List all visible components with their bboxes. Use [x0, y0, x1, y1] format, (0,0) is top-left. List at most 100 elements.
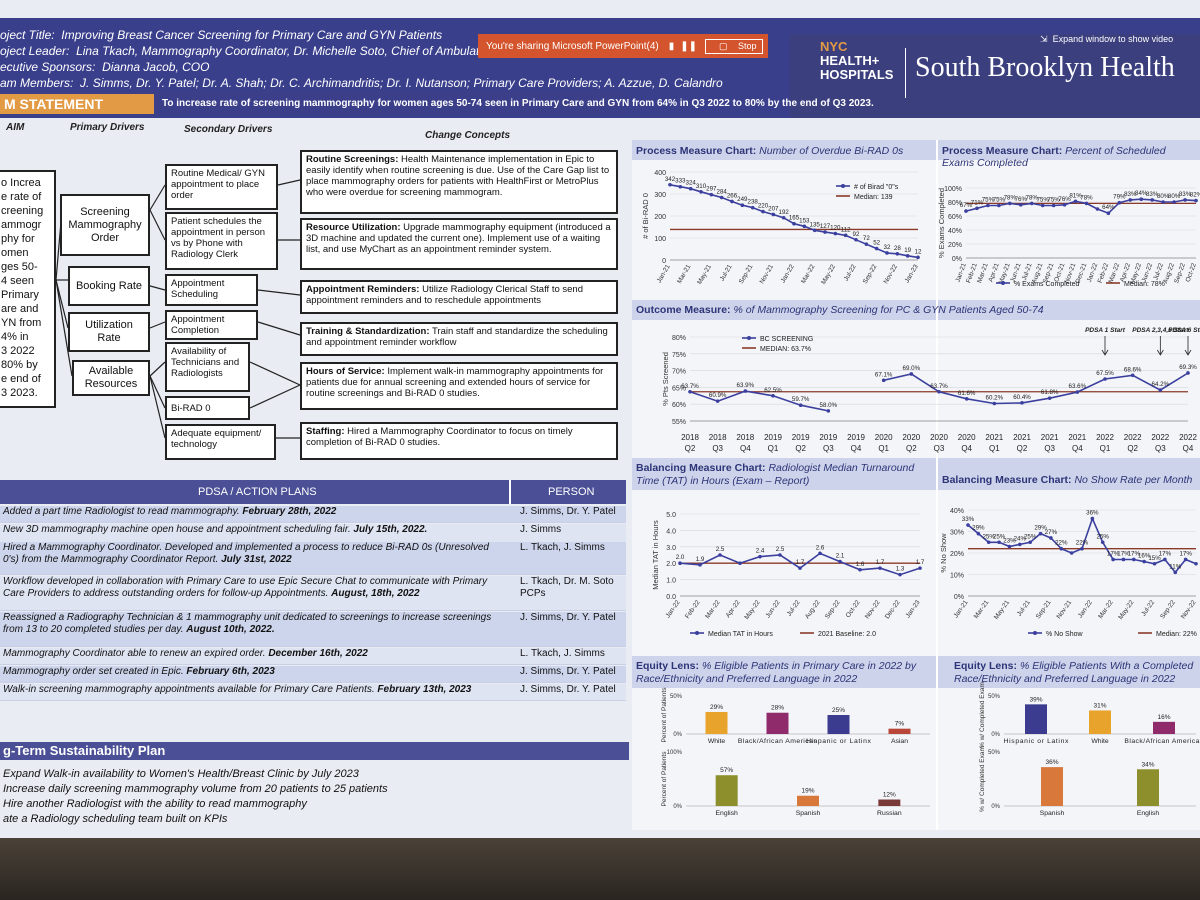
data-point — [992, 401, 997, 406]
data-point — [778, 553, 782, 557]
bar — [705, 711, 728, 734]
connector — [55, 279, 73, 377]
secondary-driver-birad: Bi-RAD 0 — [165, 396, 250, 420]
data-point — [986, 203, 990, 208]
x-tick-label-quarter: Q2 — [906, 444, 917, 453]
connector — [149, 375, 166, 409]
data-point — [1051, 203, 1056, 208]
aim-line: 3 2023. — [1, 387, 38, 399]
legend-label: # of Birad "0"s — [854, 184, 899, 191]
x-tick-label: Mar-21 — [973, 599, 991, 620]
expand-window-link[interactable]: ⇲ Expand window to show video — [1040, 34, 1173, 45]
legend-marker — [1033, 631, 1037, 635]
pdsa-row: Walk-in screening mammography appointmen… — [0, 684, 626, 701]
x-tick-label: Jul-22 — [1140, 599, 1156, 618]
connector — [277, 179, 301, 186]
data-label: 60.2% — [986, 395, 1004, 402]
data-label: 135 — [810, 221, 821, 228]
aim-line: are and — [1, 303, 39, 315]
data-label: 342 — [665, 176, 676, 183]
project-title-line: oject Title: Improving Breast Cancer Scr… — [0, 28, 442, 42]
bar-label: 31% — [1093, 702, 1106, 709]
data-label: 2.5 — [776, 546, 785, 553]
x-tick-label-year: 2018 — [709, 433, 727, 442]
change-concept-routine-screenings: Routine Screenings: Health Maintenance i… — [300, 150, 618, 214]
x-tick-label-year: 2019 — [764, 433, 782, 442]
pdsa-row: Workflow developed in collaboration with… — [0, 576, 626, 611]
category-label: White — [1091, 738, 1109, 745]
chart-title-tat: Balancing Measure Chart: Radiologist Med… — [636, 462, 936, 488]
data-label: 324 — [686, 180, 697, 187]
data-point — [1062, 203, 1067, 207]
sustainability-item: ate a Radiology scheduling team built on… — [3, 813, 228, 825]
y-axis-label: Median TAT in Hours — [651, 520, 660, 590]
data-point — [792, 221, 796, 226]
pdsa-row: Added a part time Radiologist to read ma… — [0, 506, 626, 523]
legend-marker — [695, 631, 699, 635]
data-label: 78% — [1026, 194, 1039, 201]
y-axis-label: % Exams Completed — [937, 188, 946, 258]
data-label: 75% — [1036, 197, 1049, 204]
data-label: 2.0 — [676, 554, 685, 561]
x-tick-label: Jan-22 — [665, 599, 682, 620]
data-point — [798, 566, 802, 570]
col-primary-drivers: Primary Drivers — [70, 122, 145, 133]
y-tick-label: 0% — [673, 804, 682, 810]
x-tick-label: Jul-22 — [786, 599, 802, 618]
data-point — [738, 561, 742, 565]
y-tick-label: 75% — [672, 352, 686, 359]
category-label: Hispanic or Latinx — [806, 738, 871, 745]
x-tick-label: Sep-22 — [862, 263, 879, 285]
series-line — [689, 372, 1189, 412]
data-point — [798, 403, 803, 408]
aim-line: e rate of — [1, 191, 42, 203]
change-text: Health Maintenance implementation in Epi… — [306, 154, 610, 198]
data-point — [719, 195, 724, 200]
data-point — [1075, 390, 1080, 394]
leader-label: oject Leader: — [0, 44, 70, 58]
chart-title-bold: Outcome Measure: — [636, 304, 731, 316]
data-label: 17% — [1107, 550, 1120, 557]
pdsa-action-text: Added a part time Radiologist to read ma… — [3, 506, 243, 517]
data-label: 67.1% — [875, 371, 893, 378]
pdsa-action-date: July 15th, 2022. — [353, 524, 428, 535]
data-label: 81% — [1069, 192, 1082, 199]
category-label: Black/African American — [738, 738, 817, 745]
connector — [249, 361, 301, 386]
x-tick-label-quarter: Q1 — [1100, 444, 1111, 453]
problem-statement-text: To increase rate of screening mammograph… — [162, 98, 874, 109]
bar-label: 57% — [720, 767, 733, 774]
x-tick-label: Sep-22 — [1159, 599, 1177, 620]
x-tick-label-quarter: Q3 — [712, 444, 723, 453]
x-tick-label: May-22 — [743, 599, 761, 621]
chart-divider — [936, 140, 938, 830]
sponsor: Dianna Jacob, COO — [102, 60, 210, 74]
pdsa-action-text: Mammography Coordinator able to renew an… — [3, 648, 269, 659]
bar-label: 39% — [1029, 696, 1042, 703]
data-label: 16% — [1138, 553, 1151, 560]
change-text: Utilize Radiology Clerical Staff to send… — [306, 284, 583, 306]
data-point — [1106, 211, 1111, 215]
data-point — [895, 252, 900, 256]
aim-line: e end of — [1, 373, 41, 385]
mic-icon[interactable]: ▮ — [668, 40, 675, 52]
pdsa-row: Mammography order set created in Epic. F… — [0, 666, 626, 683]
aim-line: phy for — [1, 233, 35, 245]
data-point — [698, 563, 702, 567]
connector — [149, 321, 166, 329]
data-point — [818, 551, 822, 556]
pdsa-person: L. Tkach, J. Simms — [520, 542, 605, 553]
data-label: 192 — [779, 209, 790, 216]
stop-share-button[interactable]: ▢ Stop — [705, 38, 763, 54]
x-tick-label: May-21 — [993, 599, 1011, 621]
data-label: 75% — [993, 197, 1006, 204]
col-secondary-drivers: Secondary Drivers — [184, 124, 273, 135]
data-point — [688, 186, 693, 191]
data-label: 58.0% — [820, 402, 838, 409]
aim-line: YN from — [1, 317, 42, 329]
expand-icon: ⇲ — [1040, 34, 1048, 44]
pause-icon[interactable]: ❚❚ — [680, 40, 698, 52]
connector — [257, 321, 301, 336]
data-point — [743, 389, 748, 393]
data-point — [854, 237, 858, 242]
